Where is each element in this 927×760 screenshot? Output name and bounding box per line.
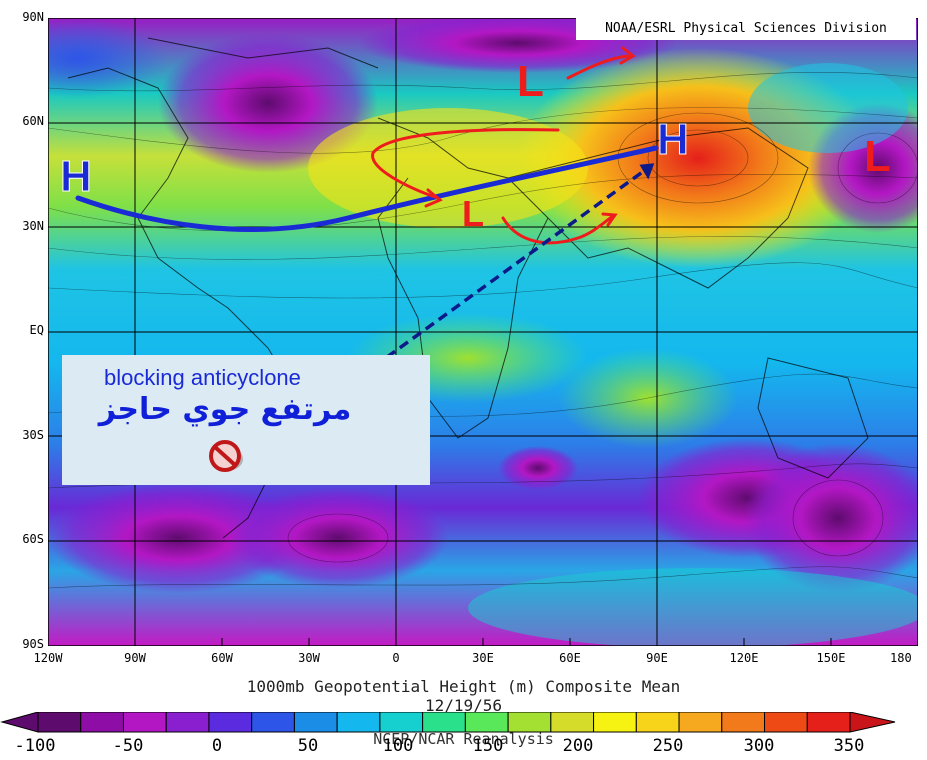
colorbar-label: 350 xyxy=(833,736,865,756)
colorbar-cell xyxy=(464,712,509,733)
data-source-label: NCEP/NCAR Reanalysis xyxy=(373,730,554,748)
low-mediterranean-marker: L xyxy=(462,193,484,234)
lon-label-30w: 30W xyxy=(298,651,320,665)
lat-label-90s: 90S xyxy=(22,637,44,651)
high-atlantic-marker: H xyxy=(60,152,93,201)
colorbar-cell xyxy=(678,712,723,733)
lat-label-eq: EQ xyxy=(29,323,44,337)
lon-label-120e: 120E xyxy=(729,651,759,665)
lon-label-180: 180 xyxy=(890,651,912,665)
lon-label-60w: 60W xyxy=(211,651,233,665)
credit-label: NOAA/ESRL Physical Sciences Division xyxy=(576,18,916,40)
annotation-box xyxy=(62,355,430,485)
lat-label-90n: 90N xyxy=(22,10,44,24)
colorbar-label: 150 xyxy=(472,736,504,756)
colorbar-label: 200 xyxy=(562,736,594,756)
lat-label-60s: 60S xyxy=(22,532,44,546)
colorbar-cell xyxy=(721,712,766,733)
colorbar-cell xyxy=(336,712,381,733)
prohibited-icon xyxy=(209,440,243,472)
lat-label-30s: 30S xyxy=(22,428,44,442)
colorbar-cell xyxy=(635,712,680,733)
colorbar-cell xyxy=(122,712,167,733)
colorbar-label: 50 xyxy=(297,736,319,756)
colorbar-cell xyxy=(550,712,595,733)
colorbar-arrow-right xyxy=(849,712,896,733)
map-date: 12/19/56 xyxy=(424,696,503,715)
colorbar-label: 300 xyxy=(743,736,775,756)
lon-label-30e: 30E xyxy=(472,651,494,665)
colorbar-cell xyxy=(293,712,338,733)
annotation-arrow xyxy=(359,166,650,378)
annotation-english-label: blocking anticyclone xyxy=(104,365,301,390)
colorbar-cell xyxy=(208,712,253,733)
annotation-arabic-label: مرتفع جوي حاجز xyxy=(98,392,352,427)
colorbar xyxy=(0,712,896,733)
low-pressure-flow-arrows xyxy=(371,46,636,245)
colorbar-cell xyxy=(37,712,82,733)
colorbar-cell xyxy=(80,712,124,733)
lon-label-120w: 120W xyxy=(33,651,63,665)
colorbar-cell xyxy=(379,712,424,733)
colorbar-label: 250 xyxy=(652,736,684,756)
low-pacific-marker: L xyxy=(864,132,891,181)
colorbar-cell xyxy=(422,712,466,733)
lon-label-90e: 90E xyxy=(646,651,668,665)
colorbar-label: 100 xyxy=(382,736,414,756)
lat-label-30n: 30N xyxy=(22,219,44,233)
colorbar-cell xyxy=(251,712,295,733)
colorbar-cell xyxy=(507,712,552,733)
colorbar-cell xyxy=(764,712,808,733)
colorbar-cell xyxy=(593,712,637,733)
geopotential-height-map xyxy=(48,18,918,646)
lon-label-90w: 90W xyxy=(124,651,146,665)
lat-label-60n: 60N xyxy=(22,114,44,128)
colorbar-cell xyxy=(165,712,210,733)
colorbar-label: 0 xyxy=(211,736,223,756)
lon-label-60e: 60E xyxy=(559,651,581,665)
high-pressure-track xyxy=(75,145,659,232)
colorbar-arrow-left xyxy=(0,712,39,733)
lon-label-150e: 150E xyxy=(816,651,846,665)
colorbar-label: -100 xyxy=(14,736,56,756)
low-arctic-marker: L xyxy=(517,57,544,106)
lon-label-0: 0 xyxy=(392,651,400,665)
colorbar-cell xyxy=(806,712,851,733)
map-title: 1000mb Geopotential Height (m) Composite… xyxy=(246,677,681,696)
high-siberia-marker: H xyxy=(657,115,690,164)
colorbar-label: -50 xyxy=(112,736,144,756)
